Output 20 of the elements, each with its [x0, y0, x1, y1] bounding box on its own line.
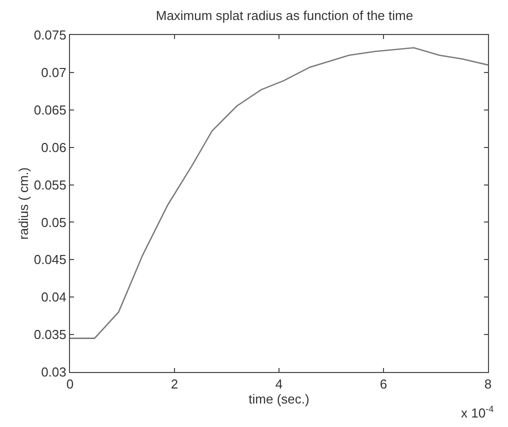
- y-tick-label: 0.06: [41, 140, 66, 155]
- y-tick-label: 0.055: [34, 177, 66, 192]
- x-tick-label: 2: [170, 376, 178, 392]
- x-tick-label: 8: [484, 376, 492, 392]
- x-tick-label: 6: [380, 376, 388, 392]
- y-tick-label: 0.03: [41, 364, 66, 380]
- y-axis-title: radius ( cm.): [16, 167, 31, 240]
- x-tick-label: 4: [275, 376, 283, 392]
- x-tick-label: 0: [66, 376, 74, 392]
- y-tick-label: 0.035: [34, 327, 66, 342]
- y-tick-label: 0.065: [34, 102, 66, 118]
- y-tick-label: 0.05: [41, 214, 66, 230]
- x-axis-title: time (sec.): [248, 392, 310, 407]
- line-series: [70, 47, 488, 339]
- y-tick-label: 0.04: [41, 290, 66, 305]
- y-tick-label: 0.075: [34, 28, 66, 43]
- chart-title: Maximum splat radius as function of the time: [156, 8, 414, 23]
- text: x 10$^{-4}$: [461, 404, 494, 420]
- y-tick-label: 0.045: [34, 252, 66, 268]
- y-tick-label: 0.07: [41, 64, 66, 80]
